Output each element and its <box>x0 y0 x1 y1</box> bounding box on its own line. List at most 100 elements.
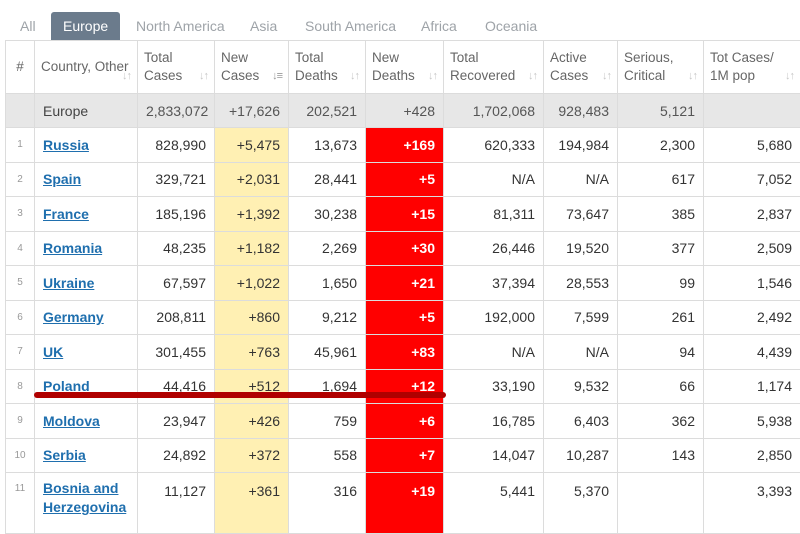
col-header-rank: # <box>5 40 35 94</box>
active-cases-cell: 6,403 <box>543 403 618 439</box>
active-cases-cell: 28,553 <box>543 265 618 301</box>
table-row: 5 Ukraine 67,597 +1,022 1,650 +21 37,394 28,553… <box>5 265 800 301</box>
country-link[interactable]: Spain <box>43 171 82 188</box>
tab-north-america[interactable]: North America <box>136 18 225 34</box>
header-label: Total Deaths <box>295 50 338 83</box>
total-deaths-cell: 558 <box>288 437 366 473</box>
country-cell: Moldova <box>34 403 138 439</box>
country-cell: Bosnia and Herzegovina <box>34 472 138 534</box>
new-deaths-cell: +428 <box>365 93 444 128</box>
header-label: New Deaths <box>372 50 415 83</box>
sort-icon[interactable]: ↓↑ <box>122 70 132 82</box>
country-link[interactable]: Russia <box>43 136 89 153</box>
new-deaths-cell: +30 <box>365 230 444 266</box>
tab-africa[interactable]: Africa <box>421 18 457 34</box>
cases-per-million-cell: 3,393 <box>703 472 800 534</box>
active-cases-cell: 7,599 <box>543 299 618 335</box>
new-cases-cell: +372 <box>214 437 289 473</box>
country-link[interactable]: Moldova <box>43 412 100 429</box>
table-row: 1 Russia 828,990 +5,475 13,673 +169 620,333 194… <box>5 127 800 163</box>
col-header-active-cases[interactable]: Active Cases ↓↑ <box>543 40 618 94</box>
sort-icon[interactable]: ↓↑ <box>785 70 795 82</box>
cases-per-million-cell: 1,546 <box>703 265 800 301</box>
total-cases-cell: 44,416 <box>137 368 215 404</box>
country-cell: Ukraine <box>34 265 138 301</box>
total-deaths-cell: 2,269 <box>288 230 366 266</box>
rank-cell: 5 <box>5 265 35 301</box>
country-link[interactable]: France <box>43 205 89 222</box>
cases-per-million-cell: 2,492 <box>703 299 800 335</box>
serious-critical-cell: 94 <box>617 334 704 370</box>
country-link[interactable]: Serbia <box>43 447 86 464</box>
serious-critical-cell: 261 <box>617 299 704 335</box>
active-cases-cell: N/A <box>543 161 618 197</box>
total-deaths-cell: 30,238 <box>288 196 366 232</box>
country-cell: Germany <box>34 299 138 335</box>
new-cases-cell: +763 <box>214 334 289 370</box>
sort-icon[interactable]: ↓↑ <box>199 70 209 82</box>
new-deaths-cell: +5 <box>365 299 444 335</box>
new-cases-cell: +1,182 <box>214 230 289 266</box>
col-header-total-deaths[interactable]: Total Deaths ↓↑ <box>288 40 366 94</box>
total-cases-cell: 828,990 <box>137 127 215 163</box>
total-cases-cell: 67,597 <box>137 265 215 301</box>
country-link[interactable]: Bosnia and Herzegovina <box>43 480 127 515</box>
header-label: Tot Cases/ 1M pop <box>710 50 774 83</box>
new-cases-cell: +361 <box>214 472 289 534</box>
tab-oceania[interactable]: Oceania <box>485 18 538 34</box>
header-row: # Country, Other ↓↑ Total Cases ↓↑ New Cas… <box>5 40 800 94</box>
cases-per-million-cell: 2,509 <box>703 230 800 266</box>
country-link[interactable]: Romania <box>43 240 103 257</box>
active-cases-cell: 73,647 <box>543 196 618 232</box>
annotation-underline <box>34 392 446 398</box>
total-recovered-cell: 5,441 <box>443 472 544 534</box>
tab-asia[interactable]: Asia <box>250 18 278 34</box>
col-header-total-cases[interactable]: Total Cases ↓↑ <box>137 40 215 94</box>
cases-per-million-cell: 1,174 <box>703 368 800 404</box>
new-deaths-cell: +15 <box>365 196 444 232</box>
rank-cell <box>5 93 35 128</box>
col-header-new-cases[interactable]: New Cases ↓≡ <box>214 40 289 94</box>
sort-icon[interactable]: ↓↑ <box>350 70 360 82</box>
col-header-country[interactable]: Country, Other ↓↑ <box>34 40 138 94</box>
country-link[interactable]: UK <box>43 343 64 360</box>
total-deaths-cell: 28,441 <box>288 161 366 197</box>
country-link[interactable]: Ukraine <box>43 274 95 291</box>
country-link[interactable]: Germany <box>43 309 104 326</box>
total-deaths-cell: 45,961 <box>288 334 366 370</box>
header-label: # <box>16 59 24 74</box>
continent-tabs: All Europe North America Asia South Amer… <box>0 0 800 40</box>
cases-per-million-cell: 5,938 <box>703 403 800 439</box>
new-deaths-cell: +21 <box>365 265 444 301</box>
header-label: New Cases <box>221 50 260 83</box>
serious-critical-cell: 2,300 <box>617 127 704 163</box>
serious-critical-cell: 362 <box>617 403 704 439</box>
new-cases-cell: +1,392 <box>214 196 289 232</box>
col-header-new-deaths[interactable]: New Deaths ↓↑ <box>365 40 444 94</box>
col-header-cases-per-million[interactable]: Tot Cases/ 1M pop ↓↑ <box>703 40 800 94</box>
rank-cell: 8 <box>5 368 35 404</box>
table-row: 8 Poland 44,416 +512 1,694 +12 33,190 9,532 66 1,… <box>5 368 800 404</box>
total-cases-cell: 24,892 <box>137 437 215 473</box>
table-row: 6 Germany 208,811 +860 9,212 +5 192,000 7,599 26… <box>5 299 800 335</box>
country-link[interactable]: Poland <box>43 378 90 395</box>
tab-europe[interactable]: Europe <box>51 12 121 40</box>
cases-per-million-cell <box>703 93 800 128</box>
total-row: Europe 2,833,072 +17,626 202,521 +428 1,… <box>5 93 800 128</box>
country-cell: UK <box>34 334 138 370</box>
tab-all[interactable]: All <box>20 18 36 34</box>
total-deaths-cell: 1,694 <box>288 368 366 404</box>
tab-south-america[interactable]: South America <box>305 18 397 34</box>
col-header-serious-critical[interactable]: Serious, Critical ↓↑ <box>617 40 704 94</box>
col-header-total-recovered[interactable]: Total Recovered ↓↑ <box>443 40 544 94</box>
sort-icon[interactable]: ↓↑ <box>528 70 538 82</box>
total-recovered-cell: 1,702,068 <box>443 93 544 128</box>
sort-icon[interactable]: ↓↑ <box>428 70 438 82</box>
sort-icon[interactable]: ↓↑ <box>688 70 698 82</box>
sort-desc-icon[interactable]: ↓≡ <box>272 70 283 82</box>
table-row: 2 Spain 329,721 +2,031 28,441 +5 N/A N/A 617 7,05… <box>5 161 800 197</box>
total-cases-cell: 329,721 <box>137 161 215 197</box>
countries-table: # Country, Other ↓↑ Total Cases ↓↑ New Cas… <box>5 40 800 534</box>
total-recovered-cell: 14,047 <box>443 437 544 473</box>
sort-icon[interactable]: ↓↑ <box>602 70 612 82</box>
